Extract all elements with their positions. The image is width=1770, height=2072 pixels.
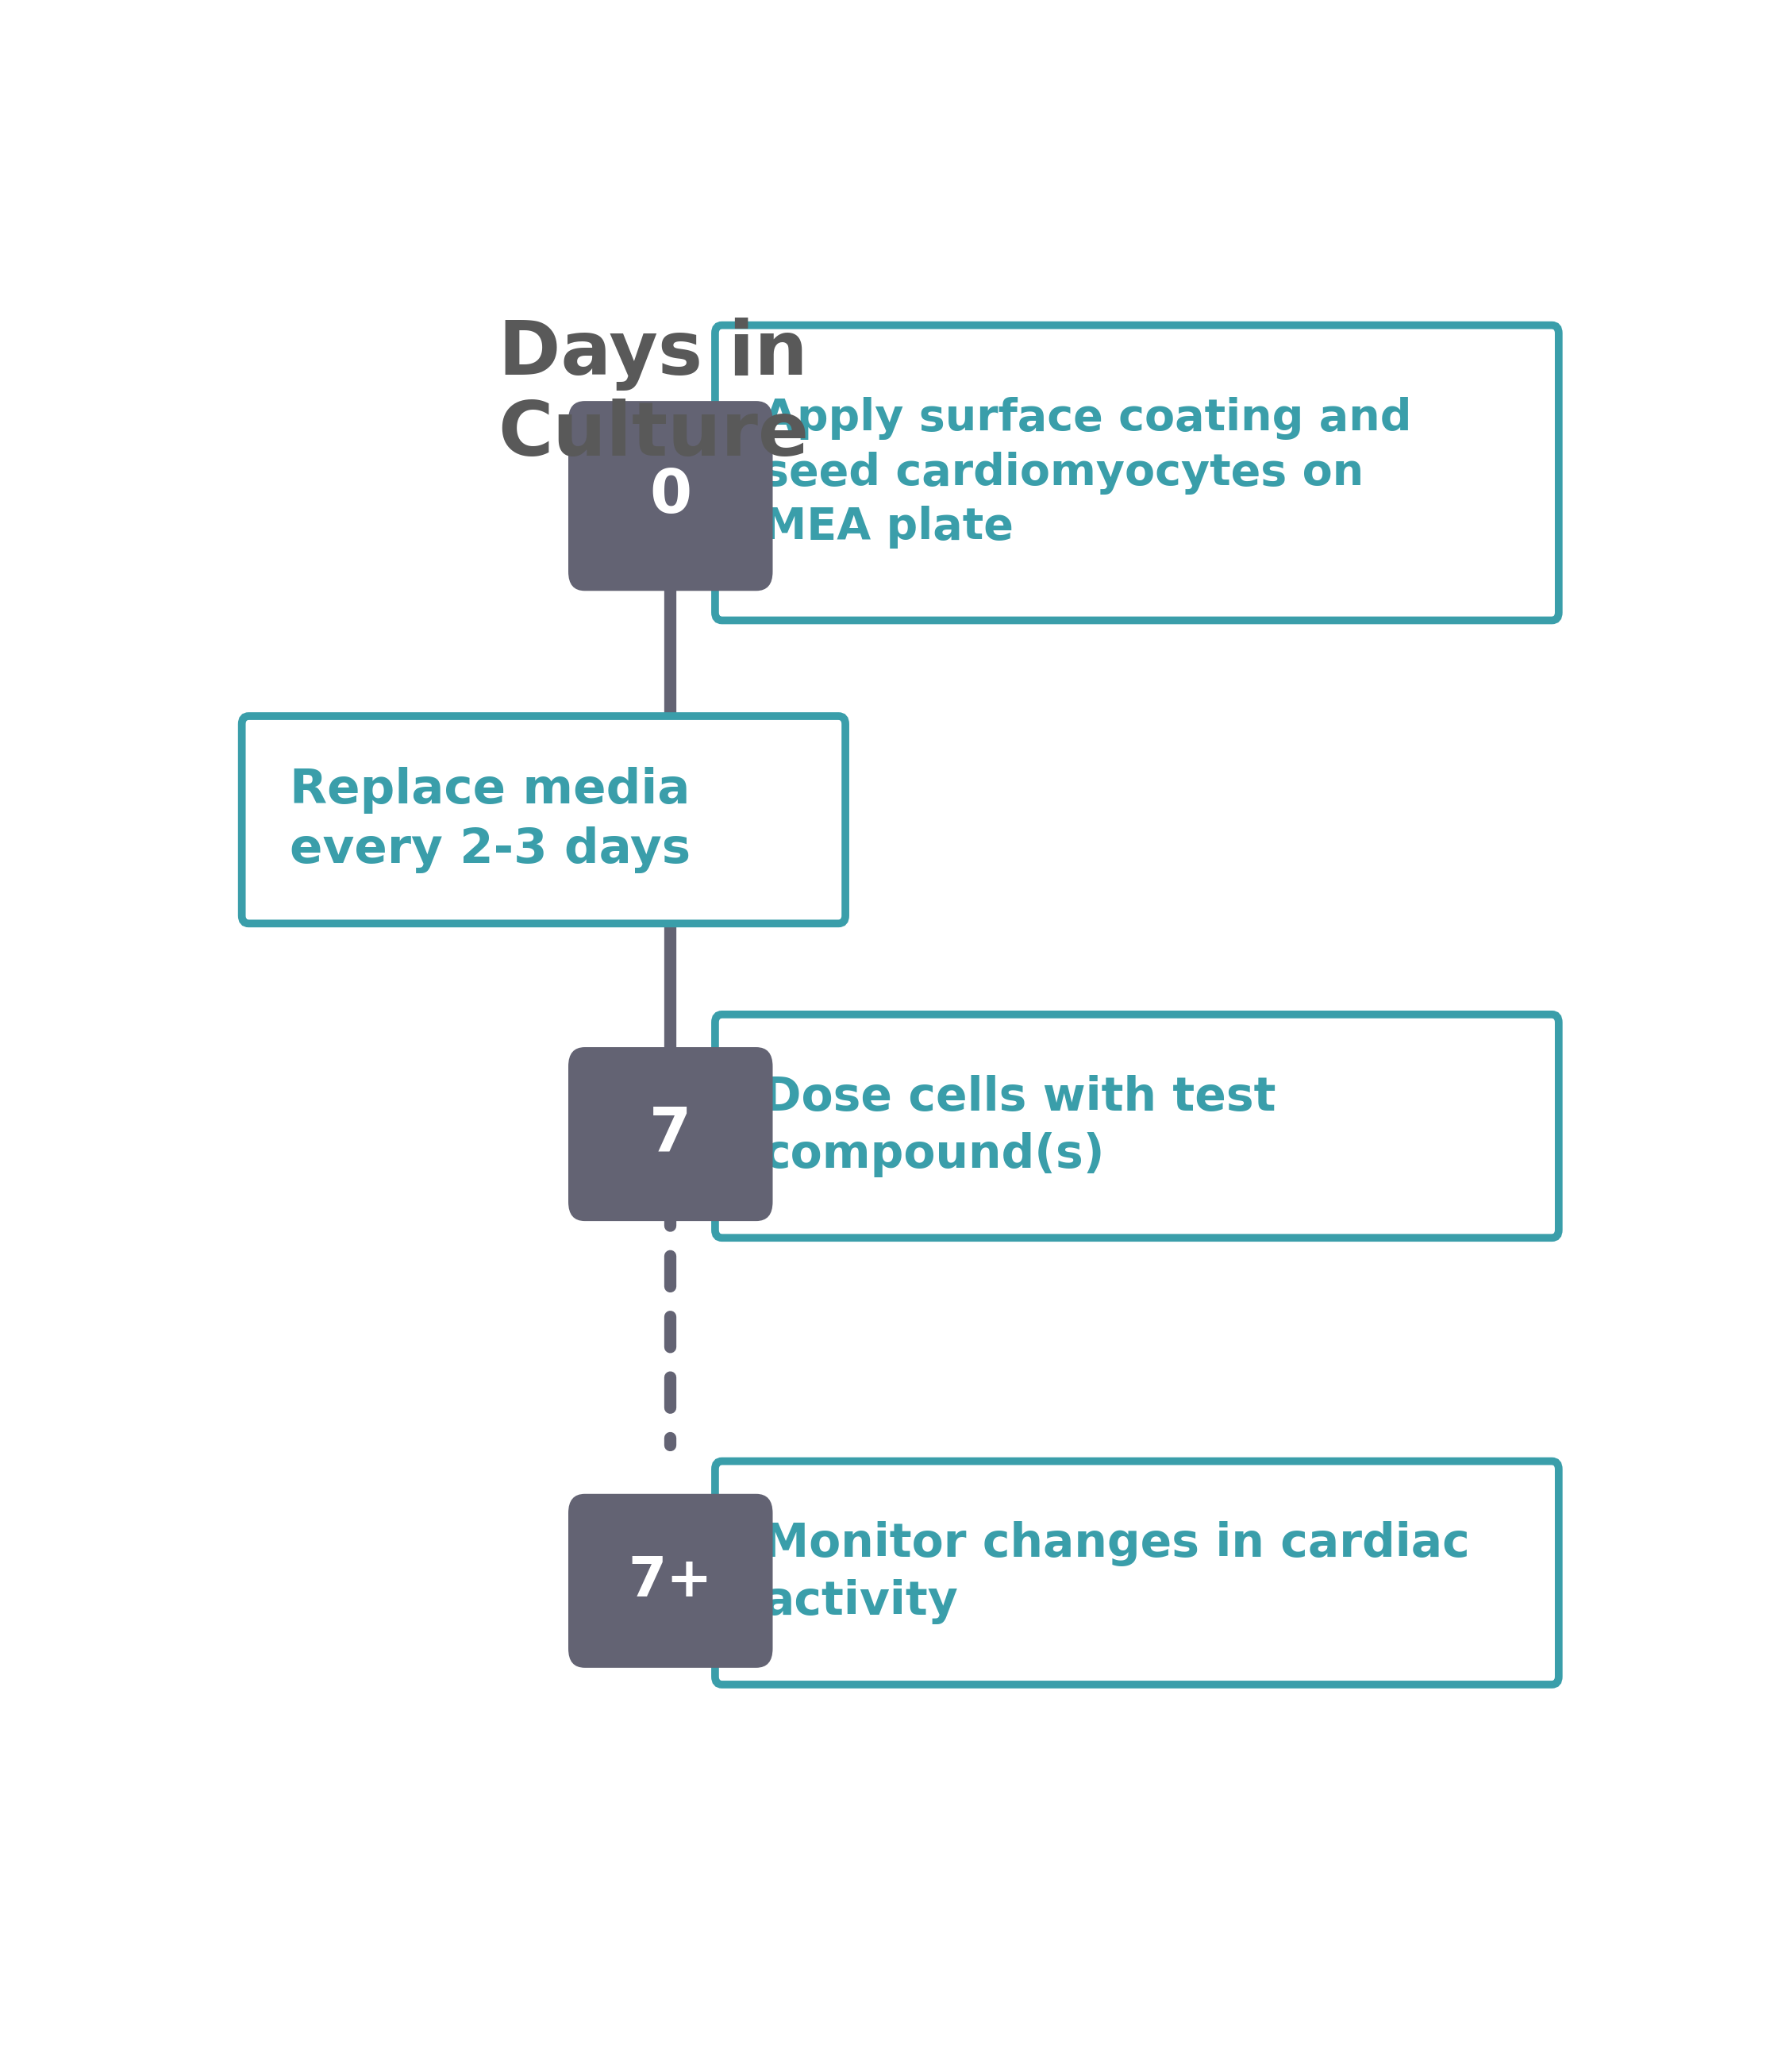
FancyBboxPatch shape xyxy=(568,402,773,591)
Text: Monitor changes in cardiac
activity: Monitor changes in cardiac activity xyxy=(763,1521,1471,1624)
Text: Replace media
every 2-3 days: Replace media every 2-3 days xyxy=(290,767,690,872)
Text: Apply surface coating and
seed cardiomyocytes on
MEA plate: Apply surface coating and seed cardiomyo… xyxy=(763,398,1412,549)
FancyBboxPatch shape xyxy=(568,1046,773,1220)
Text: Days in
Culture: Days in Culture xyxy=(497,317,809,472)
FancyBboxPatch shape xyxy=(568,1494,773,1668)
FancyBboxPatch shape xyxy=(242,717,846,924)
Text: 7: 7 xyxy=(650,1104,692,1164)
FancyBboxPatch shape xyxy=(715,1461,1559,1685)
Text: 7+: 7+ xyxy=(628,1554,713,1608)
Text: 0: 0 xyxy=(650,466,692,526)
Text: Dose cells with test
compound(s): Dose cells with test compound(s) xyxy=(763,1075,1276,1177)
FancyBboxPatch shape xyxy=(715,1015,1559,1237)
FancyBboxPatch shape xyxy=(715,325,1559,620)
